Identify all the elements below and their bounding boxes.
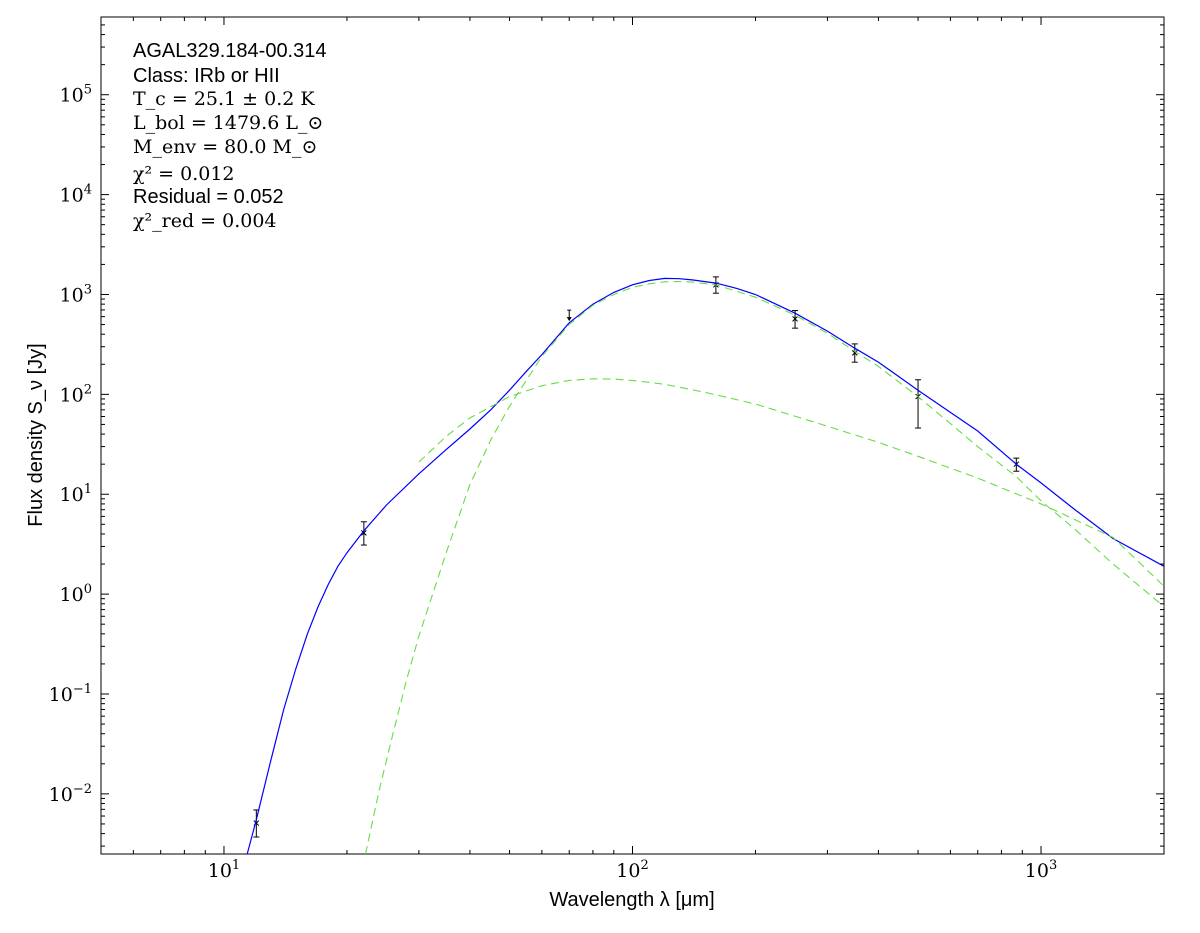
y-tick-label: 105 — [60, 83, 92, 107]
y-tick-label: 103 — [60, 282, 92, 306]
x-ticks: 101 102 103 — [100, 17, 1165, 882]
y-tick-label: 100 — [60, 582, 92, 606]
reduced-chi-squared: χ²_red = 0.004 — [133, 210, 277, 232]
component-fit-line-3 — [418, 378, 1165, 587]
x-marker — [361, 530, 367, 536]
source-name: AGAL329.184-00.314 — [133, 40, 327, 62]
data-point — [915, 379, 922, 429]
chi-squared: χ² = 0.012 — [133, 163, 235, 185]
source-class: Class: IRb or HII — [133, 65, 280, 87]
bolometric-luminosity: L_bol = 1479.6 L_⊙ — [133, 112, 323, 134]
x-axis-label: Wavelength λ [μm] — [549, 889, 714, 911]
data-point — [360, 521, 367, 546]
component-fit-line-2 — [364, 280, 1165, 855]
y-tick-label: 10−2 — [49, 782, 92, 806]
x-marker — [792, 316, 798, 322]
upper-limit-arrowhead — [566, 317, 572, 322]
x-tick-label: 101 — [208, 858, 240, 882]
y-axis-label: Flux density S_ν [Jy] — [25, 343, 47, 526]
x-marker — [851, 350, 858, 356]
cold-temperature: T_c = 25.1 ± 0.2 K — [133, 88, 315, 110]
y-ticks: 10−2 10−1 100 101 102 103 104 105 — [49, 16, 1164, 847]
x-tick-label: 103 — [1025, 858, 1057, 882]
data-point — [253, 809, 260, 838]
x-tick-label: 102 — [616, 858, 648, 882]
y-tick-label: 10−1 — [49, 682, 92, 706]
data-point — [792, 310, 799, 329]
fit-annotations: AGAL329.184-00.314 Class: IRb or HII T_c… — [133, 40, 327, 232]
data-point — [566, 309, 572, 322]
total-fit-line — [246, 277, 1165, 855]
y-tick-label: 101 — [60, 482, 92, 506]
data-point — [851, 343, 858, 363]
y-tick-label: 102 — [60, 382, 92, 406]
envelope-mass: M_env = 80.0 M_⊙ — [133, 136, 317, 158]
series-layer — [246, 276, 1165, 855]
y-tick-label: 104 — [60, 183, 92, 207]
residual: Residual = 0.052 — [133, 186, 284, 208]
